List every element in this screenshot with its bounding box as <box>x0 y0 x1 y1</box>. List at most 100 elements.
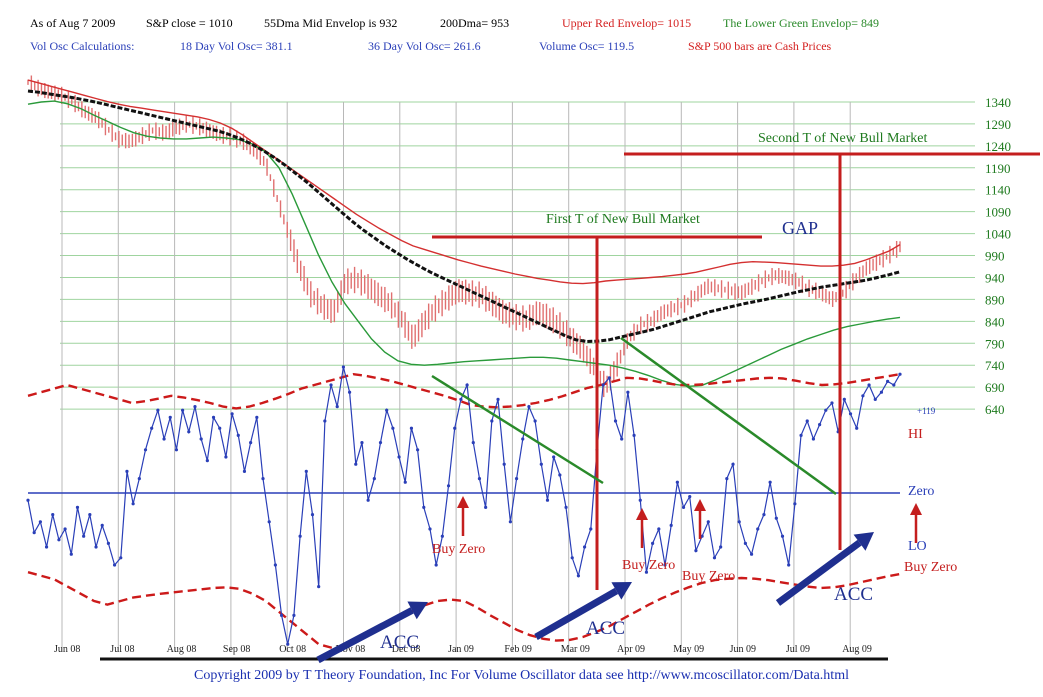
buy-zero-arrow-head <box>910 503 922 515</box>
osc-point <box>38 520 42 524</box>
osc-point <box>570 556 574 560</box>
osc-point <box>168 415 172 419</box>
osc-point <box>137 477 141 481</box>
osc-point <box>403 480 407 484</box>
osc-point <box>873 397 877 401</box>
osc-point <box>737 520 741 524</box>
osc-point <box>700 534 704 538</box>
osc-point <box>150 426 154 430</box>
oscillator-panel: +119 <box>26 365 936 650</box>
osc-point <box>589 527 593 531</box>
osc-point <box>749 552 754 556</box>
osc-point <box>811 437 816 441</box>
red-envelope-line <box>27 79 901 285</box>
vol-osc-18: 18 Day Vol Osc= 381.1 <box>180 39 293 53</box>
osc-point <box>712 556 717 560</box>
osc-point <box>898 372 902 376</box>
volume-osc: Volume Osc= 119.5 <box>539 39 635 53</box>
osc-point <box>298 534 302 538</box>
osc-point <box>267 520 271 524</box>
osc-point <box>391 426 395 430</box>
osc-point <box>255 415 259 419</box>
month-tick-label: Jun 09 <box>730 644 756 655</box>
osc-point <box>496 397 500 401</box>
price-tick-label: 690 <box>985 380 1005 395</box>
osc-point <box>143 448 148 452</box>
osc-point <box>82 534 86 538</box>
osc-point <box>75 505 80 509</box>
copyright-notice: Copyright 2009 by T Theory Foundation, I… <box>194 668 849 683</box>
price-tick-label: 1090 <box>985 205 1011 220</box>
osc-point <box>273 563 277 567</box>
price-tick-label: 890 <box>985 292 1005 307</box>
osc-point <box>564 505 568 509</box>
osc-point <box>63 527 67 531</box>
buy-zero-arrow-head <box>457 496 469 508</box>
oscillator-points <box>26 365 902 646</box>
osc-point <box>545 498 550 502</box>
buy-zero-arrow-head <box>636 508 648 520</box>
osc-point <box>626 390 630 394</box>
osc-point <box>867 383 871 387</box>
buy-zero-label: Buy Zero <box>904 560 957 575</box>
osc-point <box>261 477 265 481</box>
first-t-label: First T of New Bull Market <box>546 212 700 227</box>
price-tick-label: 940 <box>985 270 1005 285</box>
osc-point <box>521 437 525 441</box>
osc-point <box>533 419 537 423</box>
buy-zero-label: Buy Zero <box>622 558 675 573</box>
acc-arrow-head <box>611 582 632 600</box>
month-tick-label: Jul 09 <box>786 644 810 655</box>
osc-point <box>644 570 649 574</box>
osc-point <box>193 405 197 409</box>
osc-point <box>675 480 679 484</box>
osc-point <box>230 412 234 416</box>
axes: 1340 1290 1240 1190 1140 1090 1040 990 940 890 840… <box>54 95 1011 661</box>
osc-point <box>620 437 624 441</box>
osc-point <box>756 527 760 531</box>
osc-point <box>886 379 890 383</box>
osc-point <box>471 441 475 445</box>
osc-point <box>527 405 531 409</box>
osc-point <box>719 545 723 549</box>
acc-label: ACC <box>586 618 625 639</box>
osc-point <box>428 527 432 531</box>
sp-bars-note: S&P 500 bars are Cash Prices <box>688 39 832 53</box>
osc-point <box>607 376 611 380</box>
acc-arrow-head <box>853 532 874 551</box>
price-tick-label: 1340 <box>985 95 1011 110</box>
osc-point <box>688 495 692 499</box>
osc-point <box>354 462 358 466</box>
osc-point <box>793 502 797 506</box>
osc-point <box>162 437 166 441</box>
osc-point <box>205 459 209 463</box>
volume-oscillator-line <box>27 366 901 645</box>
osc-point <box>286 642 290 646</box>
osc-point <box>329 383 333 387</box>
month-tick-label: Apr 09 <box>617 644 645 655</box>
price-tick-label: 1240 <box>985 139 1011 154</box>
second-t-label: Second T of New Bull Market <box>758 131 928 146</box>
osc-point <box>743 541 747 546</box>
osc-point <box>879 390 884 394</box>
osc-point <box>490 419 494 423</box>
price-tick-label: 1290 <box>985 117 1011 132</box>
osc-point <box>638 498 642 502</box>
osc-point <box>502 462 506 466</box>
osc-point <box>94 545 98 549</box>
osc-point <box>848 412 853 416</box>
month-tick-label: Jan 09 <box>448 644 474 655</box>
price-tick-label: 1190 <box>985 161 1011 176</box>
acc-label: ACC <box>834 584 873 605</box>
buy-zero-label: Buy Zero <box>432 542 485 557</box>
hi-label: HI <box>908 427 923 442</box>
month-tick-label: Feb 09 <box>504 644 532 655</box>
osc-point <box>199 437 203 441</box>
sp-close: S&P close = 1010 <box>146 16 233 30</box>
green-envelope-line <box>27 100 901 388</box>
as-of-date: As of Aug 7 2009 <box>30 16 116 30</box>
osc-point <box>539 462 543 466</box>
osc-point <box>385 408 389 412</box>
price-tick-label: 840 <box>985 314 1005 329</box>
